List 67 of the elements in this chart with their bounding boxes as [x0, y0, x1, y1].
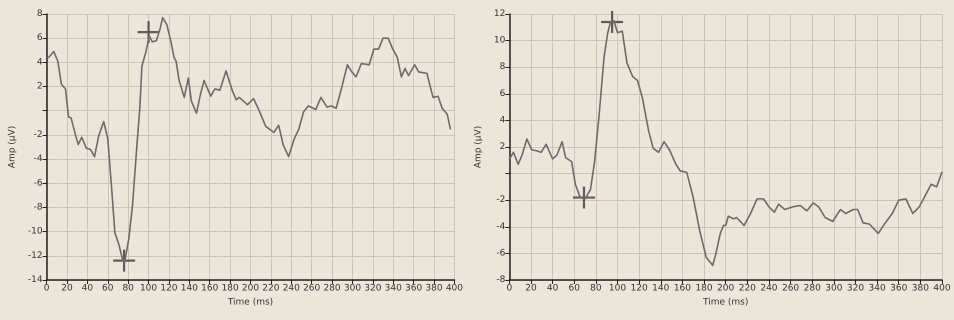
x-tick-label: 80 — [590, 284, 602, 294]
y-tick-label: 12 — [494, 9, 506, 19]
y-axis-title: Amp (μV) — [8, 126, 18, 168]
x-tick-label: 260 — [303, 284, 321, 294]
y-tick-label: -6 — [496, 248, 506, 258]
x-tick-label: 240 — [760, 284, 778, 294]
x-tick-label: 80 — [122, 284, 134, 294]
x-tick-label: 320 — [846, 284, 864, 294]
x-tick-label: 200 — [717, 284, 735, 294]
y-tick-label: -2 — [496, 195, 506, 206]
x-tick-label: 40 — [546, 284, 559, 294]
x-axis-title: Time (ms) — [226, 298, 274, 308]
y-tick-label: -14 — [28, 275, 43, 285]
x-tick-label: 280 — [323, 284, 341, 294]
x-tick-label: 160 — [674, 284, 692, 294]
x-tick-label: 260 — [782, 284, 800, 294]
y-tick-label: 4 — [36, 57, 43, 68]
x-tick-label: 0 — [506, 284, 512, 294]
y-tick-label: -6 — [34, 178, 43, 188]
x-tick-label: 100 — [140, 284, 158, 294]
x-tick-label: 100 — [608, 284, 626, 294]
y-tick-label: 10 — [494, 36, 506, 46]
x-tick-label: 60 — [102, 284, 114, 294]
y-tick-label: -8 — [496, 275, 506, 285]
x-tick-label: 220 — [262, 284, 280, 294]
x-tick-label: 20 — [61, 284, 73, 294]
x-tick-label: 380 — [425, 284, 443, 294]
x-tick-label: 300 — [825, 284, 843, 294]
x-tick-label: 120 — [160, 284, 178, 294]
x-tick-label: 320 — [364, 284, 382, 294]
x-tick-label: 40 — [82, 284, 94, 294]
y-tick-label: -10 — [28, 226, 43, 237]
x-tick-label: 340 — [868, 284, 886, 294]
x-tick-label: 0 — [44, 284, 50, 294]
x-tick-label: 220 — [738, 284, 756, 294]
x-tick-label: 400 — [933, 284, 951, 294]
x-axis-title: Time (ms) — [702, 298, 748, 308]
y-tick-label: 2 — [500, 142, 506, 152]
x-tick-label: 200 — [242, 284, 260, 294]
y-tick-label: -8 — [34, 202, 43, 212]
y-tick-label: -12 — [28, 250, 43, 261]
x-tick-label: 140 — [180, 284, 198, 294]
x-tick-label: 120 — [630, 284, 648, 294]
y-tick-label: -4 — [34, 154, 43, 164]
x-tick-label: 60 — [568, 284, 580, 294]
x-tick-label: 360 — [890, 284, 908, 294]
x-tick-label: 280 — [804, 284, 822, 294]
x-tick-label: 180 — [222, 284, 239, 294]
x-tick-label: 140 — [652, 284, 670, 294]
y-tick-label: -4 — [496, 222, 506, 232]
x-tick-label: 180 — [695, 284, 713, 294]
x-tick-label: 240 — [282, 284, 300, 294]
y-tick-label: 4 — [500, 115, 506, 126]
y-tick-label: -2 — [34, 130, 43, 140]
x-tick-label: 360 — [405, 284, 422, 294]
x-tick-label: 20 — [525, 284, 537, 294]
y-tick-label: 8 — [36, 9, 43, 19]
x-tick-label: 340 — [384, 284, 402, 294]
y-tick-label: 6 — [36, 33, 43, 44]
x-tick-label: 380 — [912, 284, 930, 294]
y-tick-label: 6 — [500, 88, 506, 99]
y-axis-title: Amp (μV) — [474, 126, 484, 168]
y-tick-label: 2 — [36, 82, 43, 92]
x-tick-label: 300 — [344, 284, 362, 294]
x-tick-label: 400 — [446, 284, 464, 294]
x-tick-label: 160 — [201, 284, 219, 294]
y-tick-label: 8 — [500, 62, 506, 72]
